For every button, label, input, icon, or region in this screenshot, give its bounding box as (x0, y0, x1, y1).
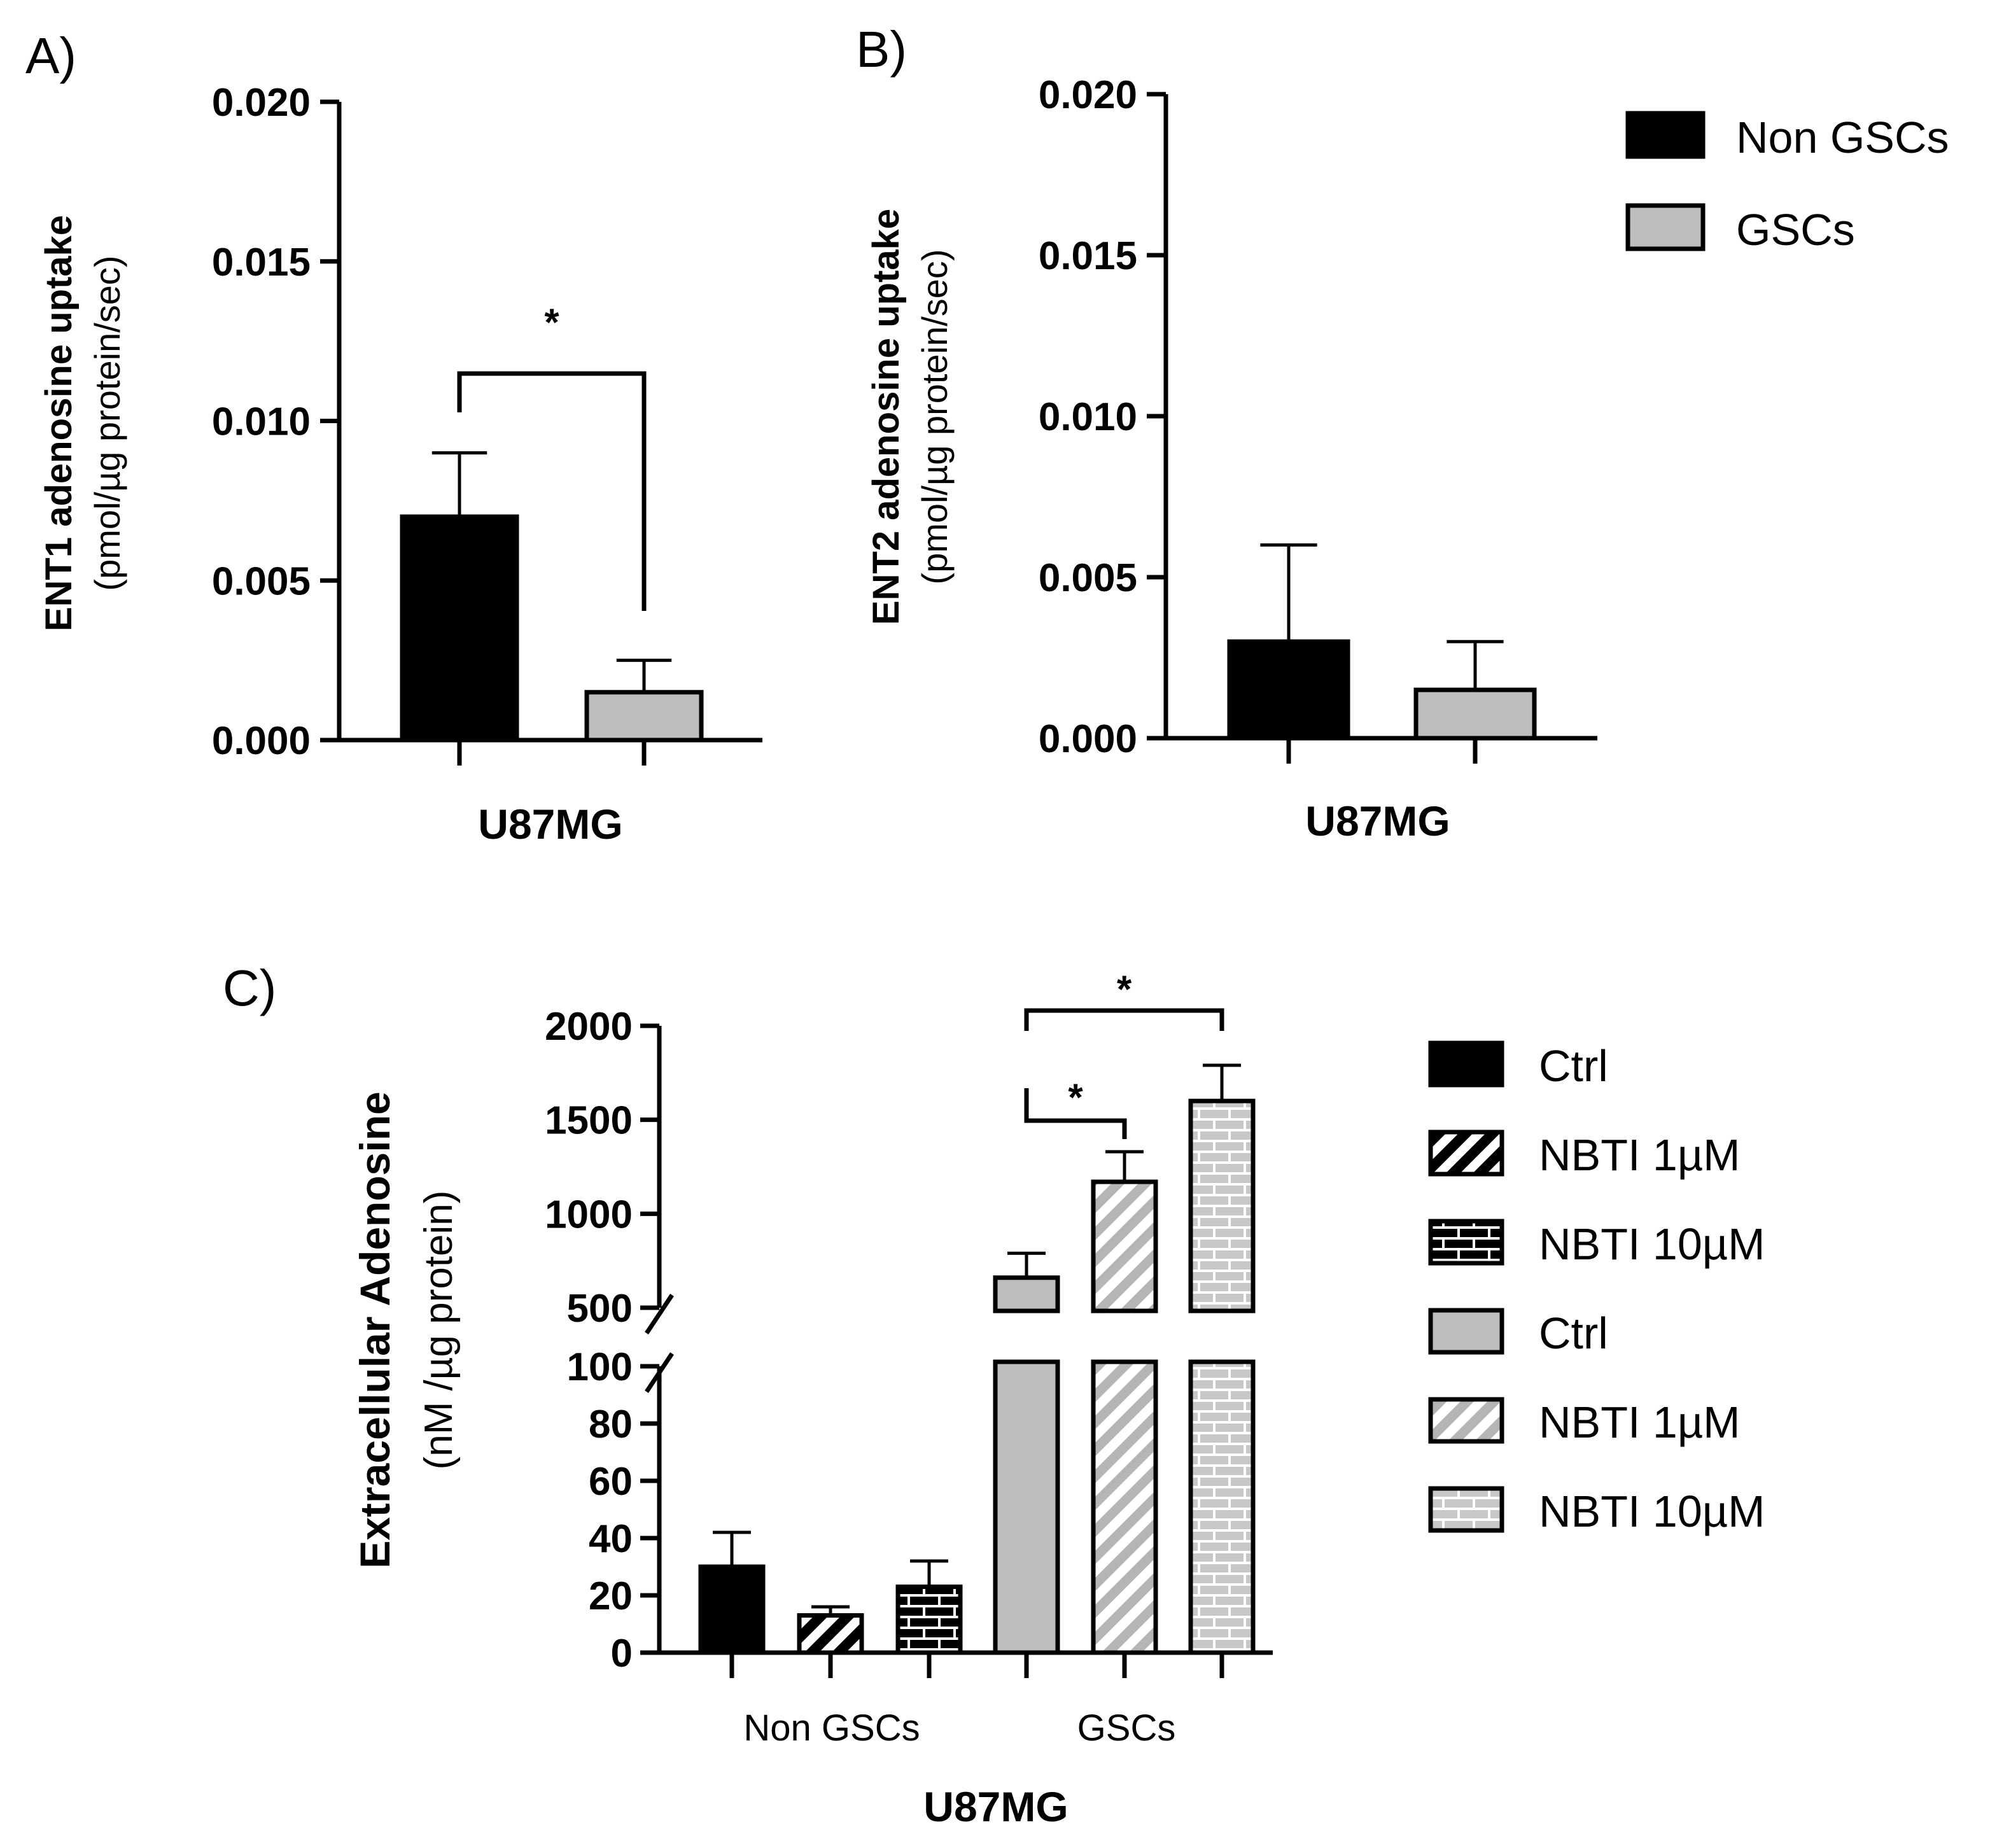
panel-a-y-tick-label: 0.020 (212, 81, 311, 125)
panel-c-y-tick-label: 500 (567, 1287, 633, 1331)
panel-c-bar-non-gscs-nbti-1-m (797, 1613, 864, 1655)
panel-c-y-tick-label: 0 (611, 1632, 633, 1676)
legend-c: Ctrl NBTI 1µM NBTI 10µM Ctrl NBTI 1µM NBTI 10… (1428, 1040, 1765, 1536)
legend-ab-label-gscs: GSCs (1736, 205, 1855, 255)
panel-c-y-tick-label: 60 (589, 1460, 633, 1504)
panel-c-ylabel: Extracellular Adenosine (351, 1091, 398, 1569)
panel-c-bar-gscs-nbti-10-m-upper (1188, 1098, 1256, 1313)
panel-a-y-tick-label: 0.000 (212, 719, 311, 763)
panel-c-y-tick-label: 100 (567, 1345, 633, 1389)
panel-c-bar-gscs-nbti-1-m-lower (1091, 1359, 1158, 1655)
panel-a-y-tick-label: 0.015 (212, 241, 311, 284)
legend-c-swatch-5 (1428, 1397, 1504, 1444)
panel-c-axis-break-upper (645, 1294, 674, 1334)
legend-c-label-5: NBTI 1µM (1539, 1397, 1740, 1447)
panel-b-ylabel: ENT2 adenosine uptake (865, 209, 907, 625)
panel-b-y-tick-label: 0.015 (1039, 234, 1137, 278)
panel-c-y-tick-label: 40 (589, 1517, 633, 1561)
legend-c-label-2: NBTI 1µM (1539, 1130, 1740, 1180)
legend-c-swatch-3 (1428, 1219, 1504, 1266)
panel-b-bar-non-gscs (1227, 639, 1350, 741)
panel-c-axes: 0 20 40 60 80 100 500 1000 1500 2000 (545, 1005, 1273, 1678)
panel-b-bars (1227, 543, 1537, 741)
panel-a-bar-gscs (584, 690, 704, 743)
legend-c-swatch-2 (1428, 1130, 1504, 1177)
panel-b-bar-gscs (1413, 687, 1537, 741)
panel-c-bar-gscs-nbti-10-m-lower (1188, 1359, 1256, 1655)
panel-c-y-tick-label: 20 (589, 1574, 633, 1618)
panel-a-ylabel: ENT1 adenosine uptake (38, 215, 80, 631)
panel-c-ylabel-unit: (nM /µg protein) (417, 1191, 461, 1470)
panel-c-axis-break-lower (645, 1352, 674, 1393)
panel-c-y-tick-label: 1000 (545, 1193, 633, 1236)
panel-c-significance-bracket-1 (1024, 1088, 1127, 1139)
legend-c-label-4: Ctrl (1539, 1308, 1608, 1358)
panel-c-bar-non-gscs-nbti-10-m (895, 1585, 963, 1655)
legend-c-label-1: Ctrl (1539, 1041, 1608, 1091)
panel-a-bars: * (400, 301, 704, 743)
panel-c-bar-gscs-ctrl-upper (993, 1275, 1060, 1313)
legend-ab-swatch-gscs (1625, 203, 1706, 251)
panel-a-chart: 0.000 0.005 0.010 0.015 0.020 * ENT1 adenosi… (38, 81, 762, 848)
panel-c-bar-non-gscs-ctrl (698, 1564, 766, 1655)
panel-c-category-non-gscs: Non GSCs (743, 1707, 920, 1749)
panel-label-b: B) (856, 21, 907, 78)
panel-b-ylabel-unit: (pmol/µg protein/sec) (914, 249, 955, 584)
panel-c-bars: ** (698, 968, 1256, 1655)
panel-c-significance-star-1: * (1068, 1076, 1083, 1119)
panel-c-y-tick-label: 2000 (545, 1005, 633, 1049)
panel-label-a: A) (25, 27, 76, 84)
legend-c-swatch-4 (1428, 1308, 1504, 1355)
panel-a-y-tick-label: 0.005 (212, 559, 311, 603)
panel-c-significance-bracket-2 (1024, 1008, 1224, 1031)
panel-c-xlabel: U87MG (923, 1783, 1068, 1830)
panel-label-c: C) (223, 960, 276, 1016)
legend-c-swatch-6 (1428, 1486, 1504, 1533)
legend-ab: Non GSCs GSCs (1625, 111, 1949, 255)
panel-b-y-tick-label: 0.000 (1039, 717, 1137, 761)
panel-a-axes: 0.000 0.005 0.010 0.015 0.020 (212, 81, 762, 766)
panel-a-significance-star: * (544, 301, 559, 344)
panel-a-xlabel: U87MG (478, 801, 622, 848)
panel-b-y-tick-label: 0.010 (1039, 395, 1137, 439)
panel-b-chart: 0.000 0.005 0.010 0.015 0.020 ENT2 adenosine… (865, 73, 1597, 844)
legend-ab-label-non-gscs: Non GSCs (1736, 113, 1949, 162)
panel-c-significance-star-2: * (1117, 968, 1132, 1011)
legend-c-label-3: NBTI 10µM (1539, 1219, 1765, 1269)
panel-c-y-tick-label: 80 (589, 1403, 633, 1446)
panel-b-y-tick-label: 0.020 (1039, 73, 1137, 117)
panel-a-significance-bracket (457, 371, 647, 611)
panel-c-bar-gscs-nbti-1-m-upper (1091, 1179, 1158, 1313)
panel-a-bar-non-gscs (400, 514, 519, 743)
panel-b-xlabel: U87MG (1305, 797, 1450, 844)
panel-b-y-tick-label: 0.005 (1039, 556, 1137, 600)
panel-a-y-tick-label: 0.010 (212, 400, 311, 444)
panel-a-ylabel-unit: (pmol/µg protein/sec) (87, 255, 127, 591)
panel-c-bar-gscs-ctrl-lower (993, 1359, 1060, 1655)
panel-c-category-gscs: GSCs (1077, 1707, 1176, 1749)
legend-c-swatch-1 (1428, 1040, 1504, 1088)
panel-c-y-tick-label: 1500 (545, 1099, 633, 1143)
legend-c-label-6: NBTI 10µM (1539, 1487, 1765, 1536)
legend-ab-swatch-non-gscs (1625, 111, 1706, 159)
